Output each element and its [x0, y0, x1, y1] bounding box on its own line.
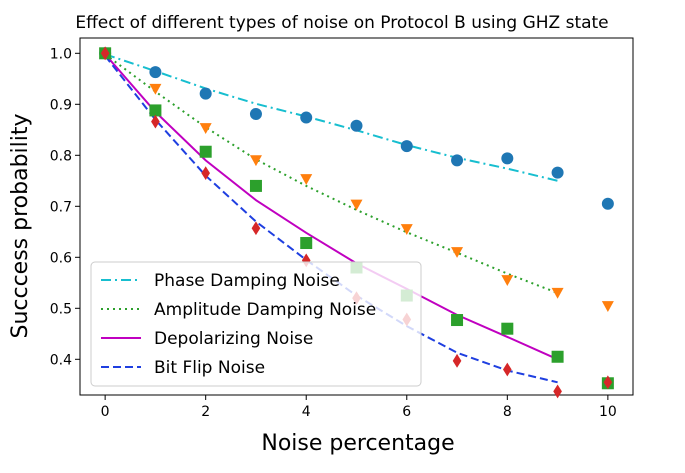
x-tick-label: 10: [599, 404, 617, 420]
point-depolarizing-noise: [249, 179, 262, 192]
fit-line-amplitude-damping-noise: [104, 53, 558, 294]
fit-line-depolarizing-noise: [104, 53, 559, 361]
point-bit-flip-noise: [151, 114, 160, 129]
x-tick-label: 6: [402, 404, 411, 420]
point-bit-flip-noise: [452, 353, 462, 368]
y-tick-label: 0.9: [50, 97, 72, 113]
point-bit-flip-noise: [201, 166, 211, 181]
point-bit-flip-noise: [553, 384, 562, 399]
plot-frame: [79, 37, 634, 396]
point-phase-damping-noise: [300, 111, 313, 124]
x-tick-label: 2: [201, 404, 210, 420]
x-axis-label: Noise percentage: [261, 431, 454, 456]
point-phase-damping-noise: [249, 107, 262, 120]
legend-entry: Depolarizing Noise: [154, 329, 313, 349]
y-tick-label: 0.7: [50, 199, 72, 215]
point-depolarizing-noise: [501, 322, 514, 335]
point-amplitude-damping-noise: [300, 174, 313, 185]
ticks: 0 2 4 6 8 10 0.4 0.5 0.6 0.7 0.8 0.9 1.0: [50, 46, 617, 420]
legend: Phase Damping Noise Amplitude Damping Noi…: [90, 261, 422, 387]
plot-area: [79, 37, 634, 396]
y-tick-label: 0.8: [50, 148, 72, 164]
point-amplitude-damping-noise: [601, 301, 614, 312]
legend-box: [90, 261, 422, 387]
point-phase-damping-noise: [199, 87, 212, 100]
point-phase-damping-noise: [601, 197, 614, 210]
point-amplitude-damping-noise: [350, 199, 363, 211]
y-tick-label: 0.4: [50, 352, 72, 368]
point-phase-damping-noise: [551, 166, 564, 179]
point-depolarizing-noise: [149, 104, 162, 117]
point-amplitude-damping-noise: [199, 123, 212, 134]
point-amplitude-damping-noise: [400, 224, 413, 235]
x-tick-label: 0: [101, 404, 110, 420]
legend-entry: Bit Flip Noise: [154, 358, 265, 378]
point-amplitude-damping-noise: [149, 83, 162, 95]
point-bit-flip-noise: [502, 362, 512, 377]
point-depolarizing-noise: [551, 350, 564, 363]
point-bit-flip-noise: [603, 375, 613, 390]
point-amplitude-damping-noise: [249, 155, 262, 167]
point-bit-flip-noise: [251, 221, 261, 236]
point-phase-damping-noise: [400, 140, 413, 153]
point-amplitude-damping-noise: [501, 275, 514, 286]
point-phase-damping-noise: [501, 152, 514, 165]
y-tick-label: 1.0: [50, 46, 72, 62]
point-depolarizing-noise: [300, 237, 313, 250]
chart-title: Effect of different types of noise on Pr…: [75, 13, 608, 33]
legend-entry: Amplitude Damping Noise: [154, 300, 376, 320]
point-depolarizing-noise: [451, 314, 464, 327]
y-tick-label: 0.5: [50, 301, 72, 317]
y-axis-label: Succcess probability: [8, 113, 33, 338]
point-amplitude-damping-noise: [451, 247, 464, 258]
fit-line-phase-damping-noise: [104, 53, 558, 182]
x-tick-label: 8: [503, 404, 512, 420]
point-phase-damping-noise: [350, 119, 363, 132]
point-amplitude-damping-noise: [551, 287, 564, 299]
point-phase-damping-noise: [451, 154, 464, 167]
point-phase-damping-noise: [149, 66, 162, 79]
legend-entry: Phase Damping Noise: [154, 271, 340, 291]
point-depolarizing-noise: [199, 145, 212, 158]
x-tick-label: 4: [302, 404, 311, 420]
y-tick-label: 0.6: [50, 250, 72, 266]
point-bit-flip-noise: [100, 46, 110, 61]
